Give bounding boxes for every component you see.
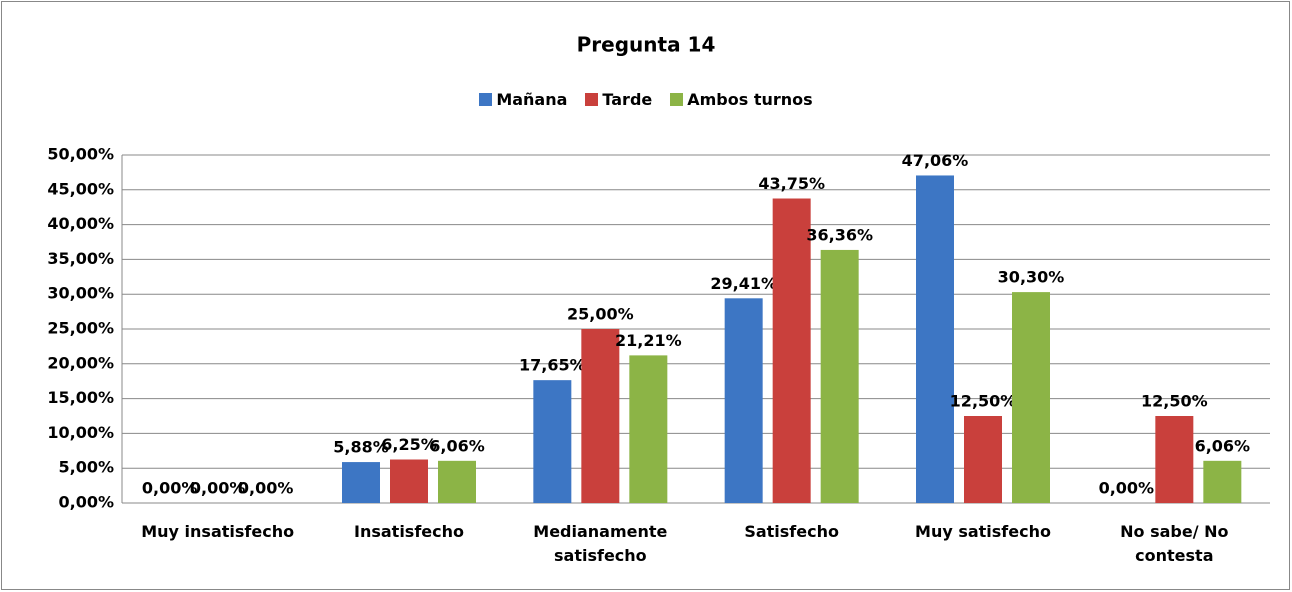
legend-swatch — [585, 93, 599, 106]
value-label: 12,50% — [1141, 392, 1208, 411]
y-tick-label: 0,00% — [58, 493, 114, 512]
bar — [629, 355, 668, 503]
bar — [916, 175, 954, 503]
value-label: 6,25% — [381, 435, 437, 454]
y-tick-label: 45,00% — [47, 179, 114, 198]
legend-item: Tarde — [585, 90, 652, 109]
value-label: 0,00% — [1099, 479, 1155, 498]
value-label: 0,00% — [238, 479, 294, 498]
bar — [438, 460, 476, 503]
value-label: 43,75% — [758, 174, 825, 193]
y-tick-label: 35,00% — [47, 249, 114, 268]
y-tick-label: 30,00% — [47, 284, 114, 303]
x-tick-label: Satisfecho — [744, 522, 839, 541]
legend-swatch — [479, 93, 493, 106]
y-tick-label: 5,00% — [58, 458, 114, 477]
legend-label: Tarde — [602, 90, 653, 109]
y-tick-label: 20,00% — [47, 353, 114, 372]
value-label: 0,00% — [142, 479, 198, 498]
bar — [581, 329, 620, 503]
y-tick-label: 25,00% — [47, 319, 114, 338]
bar — [1012, 292, 1050, 503]
bar — [772, 198, 811, 503]
bar — [533, 380, 572, 503]
legend-item: Mañana — [479, 90, 567, 109]
value-label: 30,30% — [998, 268, 1065, 287]
legend-label: Ambos turnos — [687, 90, 813, 109]
x-tick-label: Medianamente satisfecho — [533, 522, 668, 565]
x-tick-label: Insatisfecho — [354, 522, 464, 541]
legend-label: Mañana — [496, 90, 568, 109]
legend-swatch — [670, 93, 684, 106]
value-label: 36,36% — [806, 225, 873, 244]
value-label: 21,21% — [615, 331, 682, 350]
value-label: 0,00% — [190, 479, 246, 498]
value-label: 47,06% — [902, 151, 969, 170]
bar — [1155, 416, 1194, 503]
value-label: 17,65% — [519, 356, 586, 375]
legend: Mañana Tarde Ambos turnos — [0, 90, 1292, 109]
legend-item: Ambos turnos — [670, 90, 813, 109]
bar — [1203, 460, 1242, 503]
y-tick-label: 40,00% — [47, 214, 114, 233]
bar — [964, 416, 1002, 503]
bar — [390, 459, 428, 503]
x-tick-label: Muy insatisfecho — [141, 522, 295, 541]
chart-title: Pregunta 14 — [577, 33, 716, 57]
bar — [820, 249, 859, 503]
x-tick-label: No sabe/ No contesta — [1120, 522, 1229, 565]
y-tick-label: 15,00% — [47, 388, 114, 407]
y-tick-label: 10,00% — [47, 423, 114, 442]
x-tick-label: Muy satisfecho — [915, 522, 1051, 541]
y-tick-label: 50,00% — [47, 145, 114, 164]
value-label: 25,00% — [567, 305, 634, 324]
bar — [724, 298, 763, 503]
bar — [342, 462, 380, 503]
value-label: 6,06% — [1195, 436, 1251, 455]
value-label: 12,50% — [950, 392, 1017, 411]
value-label: 6,06% — [429, 436, 485, 455]
value-label: 5,88% — [333, 438, 389, 457]
value-label: 29,41% — [710, 274, 777, 293]
